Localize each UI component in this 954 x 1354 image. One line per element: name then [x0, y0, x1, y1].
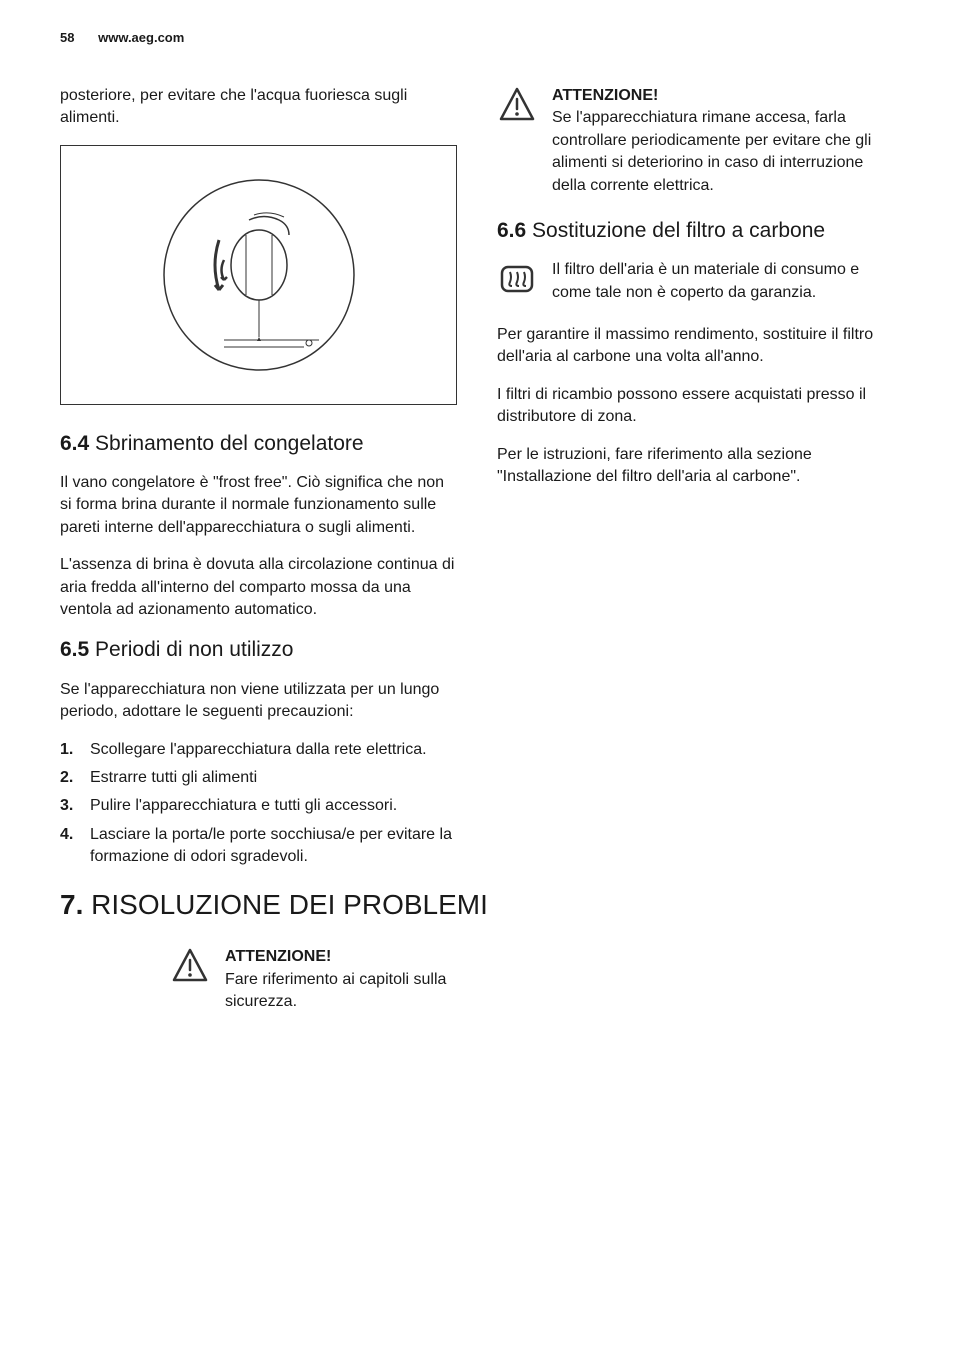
paragraph: Per garantire il massimo rendimento, sos… [497, 324, 894, 369]
page-header: 58 www.aeg.com [60, 30, 894, 45]
section-7: 7. RISOLUZIONE DEI PROBLEMI ATTENZIONE! … [60, 889, 894, 1013]
list-item: 4.Lasciare la porta/le porte socchiusa/e… [60, 824, 457, 869]
list-text: Pulire l'apparecchiatura e tutti gli acc… [90, 795, 457, 817]
note-text: Il filtro dell'aria è un materiale di co… [552, 259, 894, 304]
list-item: 1.Scollegare l'apparecchiatura dalla ret… [60, 739, 457, 761]
paragraph: Per le istruzioni, fare riferimento alla… [497, 444, 894, 489]
warning-title: ATTENZIONE! [552, 85, 894, 107]
section-7-warning: ATTENZIONE! Fare riferimento ai capitoli… [170, 946, 520, 1013]
warning-triangle-icon [170, 946, 210, 986]
warning-content: ATTENZIONE! Se l'apparecchiatura rimane … [552, 85, 894, 197]
diagram-container [60, 145, 457, 405]
warning-title: ATTENZIONE! [225, 946, 520, 968]
paragraph: Il vano congelatore è "frost free". Ciò … [60, 472, 457, 539]
page-number: 58 [60, 30, 74, 45]
two-column-layout: posteriore, per evitare che l'acqua fuor… [60, 85, 894, 874]
paragraph: Se l'apparecchiatura non viene utilizzat… [60, 679, 457, 724]
list-item: 2.Estrarre tutti gli alimenti [60, 767, 457, 789]
section-heading: Sostituzione del filtro a carbone [532, 219, 825, 242]
list-text: Lasciare la porta/le porte socchiusa/e p… [90, 824, 457, 869]
list-number: 4. [60, 824, 90, 869]
section-number: 7. [60, 889, 83, 920]
list-text: Scollegare l'apparecchiatura dalla rete … [90, 739, 457, 761]
info-block: Il filtro dell'aria è un materiale di co… [497, 259, 894, 304]
knob-diagram-icon [149, 165, 369, 385]
precautions-list: 1.Scollegare l'apparecchiatura dalla ret… [60, 739, 457, 869]
intro-paragraph: posteriore, per evitare che l'acqua fuor… [60, 85, 457, 130]
list-number: 2. [60, 767, 90, 789]
section-6-4-title: 6.4 Sbrinamento del congelatore [60, 430, 457, 457]
warning-text: Fare riferimento ai capitoli sulla sicur… [225, 969, 520, 1014]
list-item: 3.Pulire l'apparecchiatura e tutti gli a… [60, 795, 457, 817]
warning-triangle-icon [497, 85, 537, 125]
section-7-title: 7. RISOLUZIONE DEI PROBLEMI [60, 889, 894, 921]
list-text: Estrarre tutti gli alimenti [90, 767, 457, 789]
list-number: 1. [60, 739, 90, 761]
warning-text: Se l'apparecchiatura rimane accesa, farl… [552, 107, 894, 197]
section-number: 6.6 [497, 219, 526, 242]
section-6-5-title: 6.5 Periodi di non utilizzo [60, 636, 457, 663]
section-heading: Periodi di non utilizzo [95, 638, 293, 661]
warning-content: ATTENZIONE! Fare riferimento ai capitoli… [225, 946, 520, 1013]
section-number: 6.4 [60, 432, 89, 455]
paragraph: I filtri di ricambio possono essere acqu… [497, 384, 894, 429]
warning-block: ATTENZIONE! Se l'apparecchiatura rimane … [497, 85, 894, 197]
section-6-6-title: 6.6 Sostituzione del filtro a carbone [497, 217, 894, 244]
section-heading: Sbrinamento del congelatore [95, 432, 364, 455]
left-column: posteriore, per evitare che l'acqua fuor… [60, 85, 457, 874]
filter-icon [497, 259, 537, 299]
section-number: 6.5 [60, 638, 89, 661]
list-number: 3. [60, 795, 90, 817]
right-column: ATTENZIONE! Se l'apparecchiatura rimane … [497, 85, 894, 874]
paragraph: L'assenza di brina è dovuta alla circola… [60, 554, 457, 621]
section-heading: RISOLUZIONE DEI PROBLEMI [91, 889, 488, 920]
site-url: www.aeg.com [98, 30, 184, 45]
